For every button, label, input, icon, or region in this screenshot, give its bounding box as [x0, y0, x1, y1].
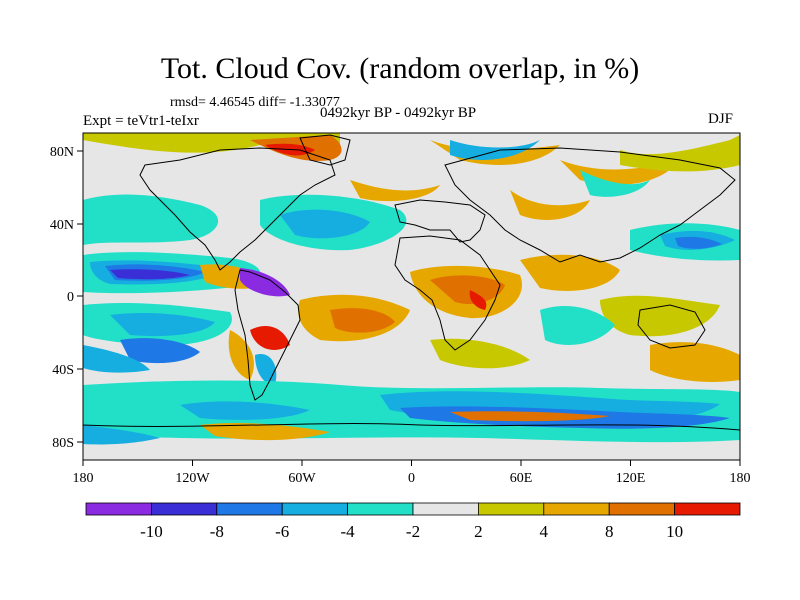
colorbar-swatch	[281, 502, 349, 516]
cloud-field	[83, 133, 740, 460]
colorbar-label: 10	[666, 522, 683, 541]
period-label: 0492kyr BP - 0492kyr BP	[320, 105, 477, 121]
x-tick-label: 120E	[616, 471, 646, 486]
x-tick-label: 180	[73, 471, 94, 486]
colorbar-label: 4	[540, 522, 549, 541]
season-label: DJF	[708, 111, 734, 127]
colorbar-swatch	[608, 502, 676, 516]
colorbar-swatch	[347, 502, 414, 516]
y-axis: 80N 40N 0 40S 80S	[50, 145, 83, 451]
y-tick-label: 80N	[50, 145, 74, 160]
y-tick-label: 40S	[52, 363, 74, 378]
y-tick-label: 80S	[52, 436, 74, 451]
coastlines	[82, 134, 741, 431]
y-tick-label: 40N	[50, 218, 74, 233]
colorbar-label: -6	[275, 522, 289, 541]
x-tick-label: 180	[730, 471, 751, 486]
colorbar-swatch	[477, 502, 545, 516]
colorbar-swatch	[412, 502, 479, 516]
colorbar-label: -2	[406, 522, 420, 541]
stats-text: rmsd= 4.46545 diff= -1.33077	[170, 95, 340, 110]
colorbar-label: -10	[140, 522, 163, 541]
chart-title: Tot. Cloud Cov. (random overlap, in %)	[160, 52, 640, 85]
colorbar-label: 8	[605, 522, 614, 541]
colorbar-swatch	[85, 502, 152, 516]
colorbar-label: -4	[341, 522, 356, 541]
x-tick-label: 60W	[288, 471, 316, 486]
x-tick-label: 120W	[175, 471, 210, 486]
colorbar-swatch	[674, 502, 741, 516]
colorbar-swatch	[150, 502, 218, 516]
experiment-label: Expt = teVtr1-teIxr	[83, 113, 199, 129]
colorbar-swatch	[543, 502, 610, 516]
x-tick-label: 60E	[510, 471, 533, 486]
y-tick-label: 0	[67, 290, 74, 305]
colorbar-label: -8	[210, 522, 224, 541]
x-axis: 180 120W 60W 0 60E 120E 180	[73, 460, 751, 486]
colorbar-label: 2	[474, 522, 483, 541]
x-tick-label: 0	[408, 471, 415, 486]
colorbar-swatch	[216, 502, 283, 516]
colorbar: -10 -8 -6 -4 -2 2 4 8 10	[85, 502, 741, 541]
